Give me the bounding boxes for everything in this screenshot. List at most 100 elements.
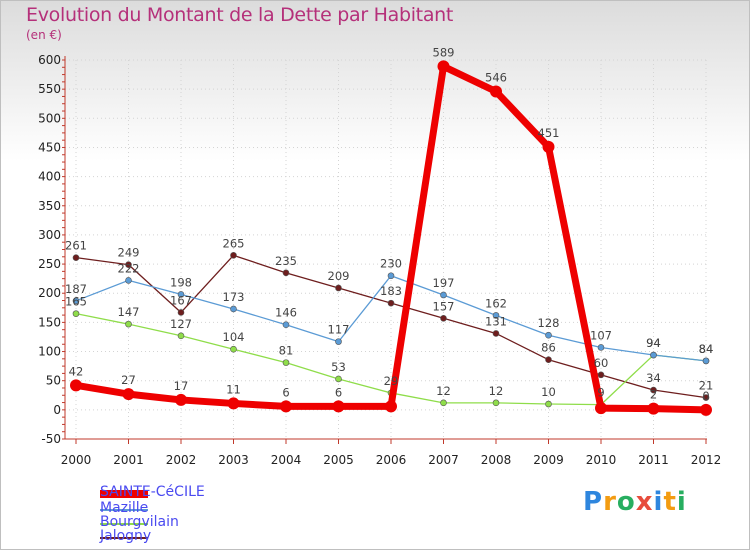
data-point-jalogny [335,284,342,292]
data-label-bourgvilain: 9 [597,386,604,400]
data-point-sainte-c-cile [332,400,345,413]
data-point-jalogny [492,330,500,337]
logo-letter: r [603,487,617,517]
y-tick-label: 50 [46,374,61,388]
data-point-jalogny [125,261,132,268]
y-tick-label: 300 [38,228,61,242]
data-label-mazille: 173 [223,290,245,304]
legend-label-jalogny: Jalogny [100,528,152,544]
x-tick-label: 2000 [61,453,92,467]
data-label-sainte-c-cile: 17 [174,379,189,393]
y-tick-label: 0 [53,403,61,417]
data-point-bourgvilain [335,375,342,383]
y-tick-label: 600 [38,53,61,67]
y-tick-label: 350 [38,199,61,213]
data-point-jalogny [702,394,710,401]
x-tick-label: 2006 [376,453,407,467]
logo-letter: t [663,487,677,517]
data-label-sainte-c-cile: 2 [650,388,657,402]
x-tick-label: 2002 [166,453,197,467]
data-label-sainte-c-cile: 42 [69,364,84,378]
data-label-bourgvilain: 12 [489,384,504,398]
x-tick-label: 2001 [113,453,144,467]
data-label-mazille: 94 [646,336,661,350]
data-label-mazille: 84 [699,342,714,356]
x-tick-label: 2010 [586,453,617,467]
legend-label-mazille: Mazille [100,500,149,516]
data-label-sainte-c-cile: 6 [335,385,342,399]
data-point-sainte-c-cile [280,400,292,413]
data-point-sainte-c-cile [227,397,240,410]
data-label-mazille: 107 [590,328,612,342]
data-point-jalogny [282,269,290,277]
data-point-jalogny [650,386,657,394]
data-label-jalogny: 249 [118,246,140,260]
data-label-bourgvilain: 81 [279,344,294,358]
data-point-jalogny [440,315,447,322]
data-label-jalogny: 131 [485,314,507,328]
data-label-jalogny: 209 [328,269,350,283]
x-tick-label: 2007 [428,453,459,467]
data-label-jalogny: 157 [433,299,455,313]
data-label-mazille: 222 [118,261,140,275]
data-point-sainte-c-cile [175,393,187,406]
unit-label: (en €) [26,28,62,42]
data-label-sainte-c-cile: 27 [121,373,136,387]
data-point-sainte-c-cile [542,140,555,153]
data-label-mazille: 146 [275,306,297,320]
data-point-jalogny [597,371,605,379]
data-label-bourgvilain: 104 [223,330,245,344]
data-point-mazille [230,305,237,313]
logo-letter: i [676,487,687,517]
data-label-jalogny: 60 [594,356,609,370]
data-label-bourgvilain: 10 [541,385,556,399]
data-label-jalogny: 183 [380,284,402,298]
data-point-bourgvilain [282,359,290,366]
data-point-mazille [335,338,342,345]
data-point-sainte-c-cile [70,379,82,392]
data-label-mazille: 198 [170,275,192,289]
y-tick-label: 550 [38,82,61,96]
x-tick-label: 2004 [271,453,302,467]
data-point-jalogny [387,299,395,307]
data-label-bourgvilain: 147 [118,305,140,319]
data-label-bourgvilain: 53 [331,360,346,374]
data-point-mazille [702,357,710,365]
y-tick-label: 250 [38,257,61,271]
data-point-sainte-c-cile [595,402,607,415]
y-tick-label: 450 [38,140,61,154]
legend-swatch-mazille [100,509,148,511]
data-label-sainte-c-cile: 589 [433,45,455,59]
data-label-mazille: 187 [65,282,87,296]
x-tick-label: 2005 [323,453,354,467]
legend-swatch-jalogny [100,537,148,539]
y-tick-label: -50 [41,432,61,446]
data-point-mazille [282,321,290,329]
data-label-jalogny: 86 [541,341,556,355]
logo-letter: o [616,487,636,517]
logo-letter: x [635,487,654,517]
data-label-jalogny: 34 [646,371,661,385]
data-label-bourgvilain: 29 [384,374,399,388]
data-point-sainte-c-cile [490,85,502,98]
data-label-mazille: 117 [328,323,350,337]
y-tick-label: 200 [38,286,61,300]
x-tick-label: 2003 [218,453,249,467]
legend-label-bourgvilain: Bourgvilain [100,514,179,530]
data-point-sainte-c-cile [385,400,397,413]
x-tick-label: 2008 [481,453,512,467]
data-point-bourgvilain [125,320,132,328]
x-tick-label: 2011 [638,453,669,467]
proxiti-logo: Proxiti [583,487,687,517]
data-label-bourgvilain: 84 [699,342,714,356]
data-label-sainte-c-cile: 0 [702,389,709,403]
logo-letter: P [583,487,604,517]
data-label-sainte-c-cile: 546 [485,70,507,84]
data-label-jalogny: 21 [699,379,714,393]
data-point-mazille [72,297,80,305]
data-point-jalogny [545,356,552,364]
data-label-sainte-c-cile: 451 [538,126,560,140]
data-point-mazille [440,291,447,299]
y-tick-label: 100 [38,345,61,359]
